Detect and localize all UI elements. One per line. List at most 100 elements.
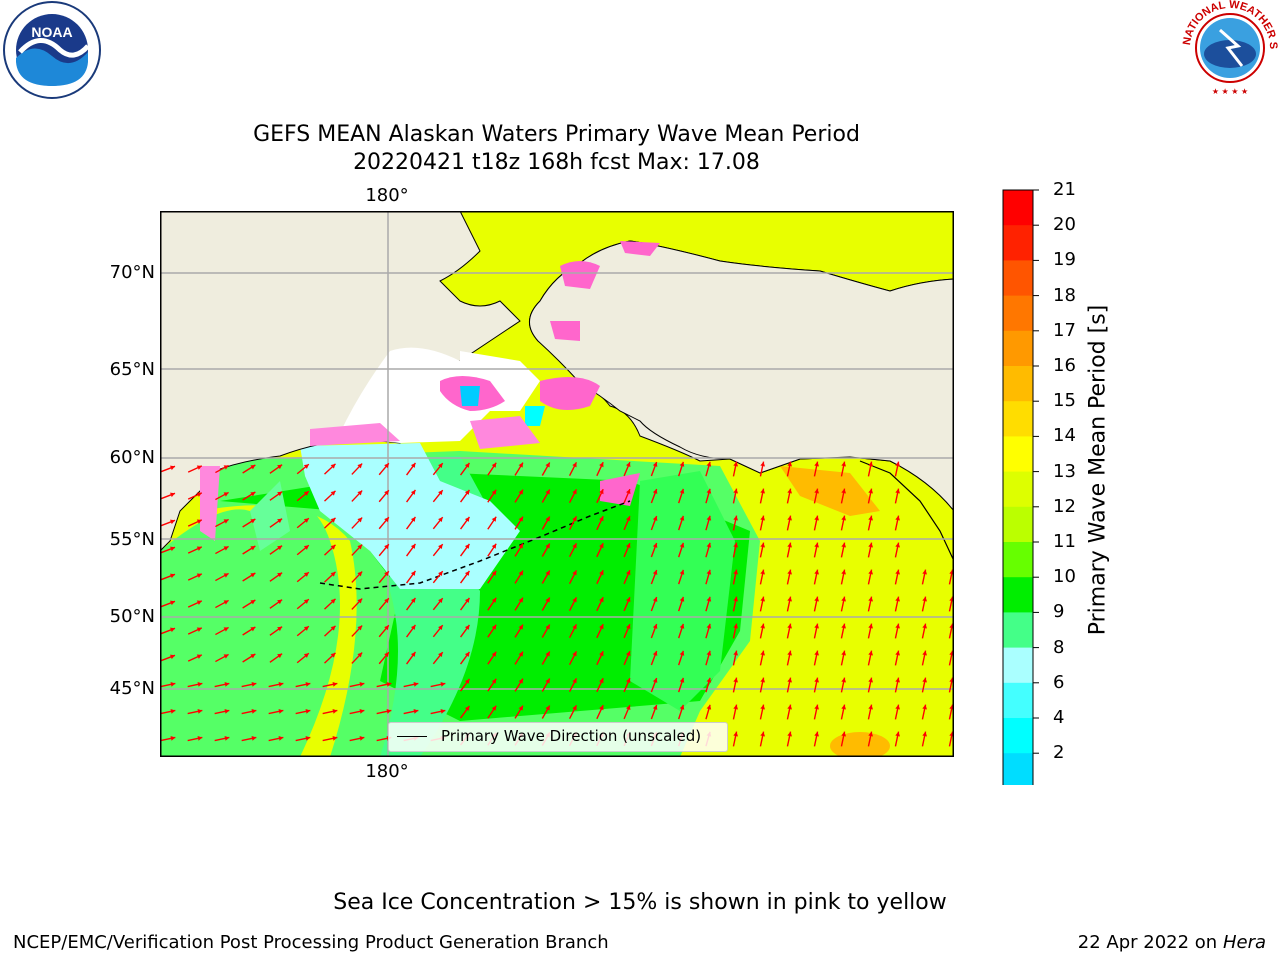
wave-arrow-head [572,624,577,630]
colorbar-segment [1003,436,1033,473]
wave-arrow-head [357,463,363,469]
wave-arrow-head [652,596,658,602]
wave-arrow-head [518,678,523,684]
wave-arrow-head [464,543,470,549]
wave-arrow-head [868,488,873,494]
wave-arrow-head [814,677,819,683]
wave-arrow-head [787,515,792,521]
wave-arrow-head [545,543,550,549]
wave-direction-arrows [160,461,954,747]
wave-arrow-head [572,570,577,576]
sea-ice-note: Sea Ice Concentration > 15% is shown in … [333,890,947,915]
wave-arrow-head [895,731,900,737]
wave-arrow-head [706,704,712,710]
wave-arrow-head [760,596,765,602]
wave-arrow-head [223,546,229,551]
wave-arrow-head [787,596,792,602]
wave-arrow-head [357,571,363,577]
wave-arrow-head [895,542,900,548]
wave-arrow-head [733,461,738,467]
wave-arrow-head [760,731,765,737]
wave-arrow-head [196,546,202,551]
wave-arrow-head [440,682,446,687]
wave-arrow-head [733,731,738,737]
wave-arrow-head [196,573,202,578]
legend-label: Primary Wave Direction (unscaled) [441,727,702,745]
wave-arrow-head [895,704,900,710]
wave-arrow-head [170,682,176,687]
wave-arrow-head [464,462,470,468]
wave-arrow-head [196,600,202,605]
wave-arrow-head [679,596,685,602]
wave-arrow-head [386,709,392,714]
wave-arrow-head [679,569,685,575]
wave-arrow-head [841,704,846,710]
wave-arrow-head [599,489,604,495]
wave-arrow-head [330,625,336,631]
wave-arrow-head [841,515,846,521]
wave-arrow-head [464,597,470,603]
wave-arrow-head [733,515,738,521]
wave-arrow-head [438,625,443,631]
wave-arrow-head [679,488,685,494]
colorbar-tick-label: 9 [1053,601,1065,623]
colorbar-tick-label: 17 [1053,319,1076,341]
wave-arrow-head [922,731,927,737]
wave-arrow-head [278,736,284,741]
wave-arrow-head [303,491,309,496]
wave-arrow-head [384,490,389,496]
wave-arrow-head [440,709,446,714]
wave-arrow-head [572,678,577,684]
wave-arrow-head [196,627,202,632]
lat-label-45: 45°N [109,678,155,699]
wave-arrow-head [760,488,765,494]
wave-arrow-head [814,488,819,494]
wave-arrow-head [491,462,497,468]
wave-arrow-head [760,650,765,656]
wave-arrow-head [410,570,416,576]
wave-arrow-head [330,544,336,550]
wave-arrow-head [384,463,389,469]
wave-arrow-head [278,682,284,687]
wave-arrow-head [170,600,175,606]
wave-arrow-head [787,488,792,494]
wave-arrow-head [491,516,497,522]
wave-arrow-head [196,465,202,470]
wave-arrow-head [733,596,738,602]
wave-arrow-head [196,492,202,497]
wave-arrow-head [170,736,176,741]
wave-arrow-head [814,461,819,467]
run-date: 22 Apr 2022 on Hera [1078,932,1266,953]
wave-arrow-head [868,596,873,602]
wave-arrow-head [518,597,523,603]
wave-arrow-head [599,705,604,711]
map-legend: Primary Wave Direction (unscaled) [388,722,728,752]
wave-arrow-head [841,569,846,575]
wave-arrow-head [787,461,792,467]
wave-arrow-head [625,462,631,468]
wave-arrow-head [814,515,819,521]
wave-arrow-head [760,569,765,575]
wave-arrow-head [359,736,365,741]
colorbar-label: Primary Wave Mean Period [s] [1085,304,1111,636]
wave-arrow-head [868,650,873,656]
wave-arrow-head [706,542,712,548]
wave-arrow-head [491,489,497,495]
wave-arrow-head [679,650,685,656]
wave-arrow-head [868,461,873,467]
wave-arrow-head [223,519,229,524]
colorbar-tick-label: 8 [1053,636,1065,658]
colorbar-segment [1003,225,1033,261]
wave-arrow-head [814,704,819,710]
wave-arrow-head [464,570,470,576]
wave-arrow-head [224,709,230,714]
wave-arrow-head [330,463,336,469]
wave-arrow-head [303,653,309,658]
wave-arrow-head [679,677,685,683]
wave-arrow-head [359,682,365,687]
wave-arrow-head [895,515,900,521]
wave-arrow-head [922,596,927,602]
wave-arrow-head [357,652,363,658]
wave-arrow-head [223,627,229,632]
wave-arrow-head [464,678,470,684]
